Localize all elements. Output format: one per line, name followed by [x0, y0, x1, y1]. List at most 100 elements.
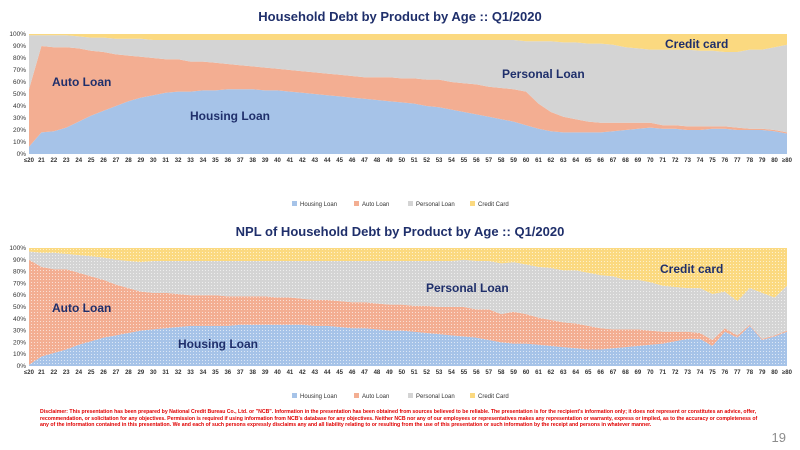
x-tick-label: 77	[734, 158, 741, 164]
y-tick-label: 30%	[13, 328, 26, 335]
y-tick-label: 10%	[13, 139, 26, 146]
x-tick-label: 36	[224, 370, 231, 376]
x-tick-label: 23	[63, 158, 70, 164]
chart1-title: Household Debt by Product by Age :: Q1/2…	[258, 9, 542, 24]
y-tick-label: 40%	[13, 103, 26, 110]
legend-label-auto-loan: Auto Loan	[362, 394, 389, 400]
annotation-credit-card: Credit card	[665, 37, 728, 51]
x-tick-label: 70	[647, 158, 654, 164]
x-tick-label: 42	[299, 158, 306, 164]
annotation-credit-card: Credit card	[660, 262, 723, 276]
x-tick-label: 32	[175, 158, 182, 164]
x-tick-label: 76	[722, 370, 729, 376]
x-tick-label: 52	[423, 370, 430, 376]
x-tick-label: 24	[75, 370, 82, 376]
x-tick-label: 66	[597, 370, 604, 376]
legend-label-credit-card: Credit Card	[478, 394, 509, 400]
y-tick-label: 60%	[13, 79, 26, 86]
x-tick-label: 80	[771, 158, 778, 164]
x-tick-label: 75	[709, 370, 716, 376]
x-tick-label: 69	[635, 158, 642, 164]
x-tick-label: 23	[63, 370, 70, 376]
x-tick-label: 26	[100, 158, 107, 164]
x-tick-label: 37	[237, 158, 244, 164]
x-tick-label: 47	[361, 370, 368, 376]
y-tick-label: 70%	[13, 280, 26, 287]
x-tick-label: 59	[510, 158, 517, 164]
x-tick-label: 21	[38, 370, 45, 376]
annotation-auto-loan: Auto Loan	[52, 75, 111, 89]
x-tick-label: 41	[287, 158, 294, 164]
x-tick-label: 52	[423, 158, 430, 164]
x-tick-label: 78	[746, 370, 753, 376]
x-tick-label: 28	[125, 158, 132, 164]
legend-label-housing-loan: Housing Loan	[300, 394, 337, 400]
x-tick-label: 49	[386, 370, 393, 376]
x-tick-label: ≤20	[24, 158, 35, 164]
y-tick-label: 100%	[9, 245, 26, 252]
legend-swatch-credit-card	[470, 201, 475, 206]
x-tick-label: 32	[175, 370, 182, 376]
y-tick-label: 0%	[17, 151, 27, 158]
x-tick-label: 34	[200, 370, 207, 376]
y-tick-label: 40%	[13, 316, 26, 323]
x-tick-label: 27	[113, 370, 120, 376]
x-tick-label: 40	[274, 370, 281, 376]
x-tick-label: 55	[461, 158, 468, 164]
page-number: 19	[771, 430, 786, 445]
x-tick-label: 53	[436, 158, 443, 164]
x-tick-label: 46	[349, 158, 356, 164]
x-tick-label: 29	[137, 158, 144, 164]
x-tick-label: 66	[597, 158, 604, 164]
x-tick-label: 31	[162, 158, 169, 164]
y-tick-label: 90%	[13, 257, 26, 264]
y-tick-label: 50%	[13, 304, 26, 311]
x-tick-label: 59	[510, 370, 517, 376]
x-tick-label: ≤20	[24, 370, 35, 376]
y-tick-label: 50%	[13, 91, 26, 98]
y-tick-label: 10%	[13, 351, 26, 358]
x-tick-label: 51	[411, 370, 418, 376]
x-tick-label: 58	[498, 370, 505, 376]
x-tick-label: 21	[38, 158, 45, 164]
x-tick-label: ≥80	[782, 370, 793, 376]
legend-swatch-housing-loan	[292, 393, 297, 398]
x-tick-label: 65	[585, 370, 592, 376]
x-tick-label: 45	[336, 370, 343, 376]
x-tick-label: 46	[349, 370, 356, 376]
x-tick-label: 50	[398, 370, 405, 376]
x-tick-label: 75	[709, 158, 716, 164]
x-tick-label: 62	[548, 158, 555, 164]
x-tick-label: 48	[374, 158, 381, 164]
y-tick-label: 20%	[13, 339, 26, 346]
x-tick-label: 71	[659, 370, 666, 376]
x-tick-label: 73	[684, 158, 691, 164]
x-tick-label: 38	[249, 158, 256, 164]
x-tick-label: 42	[299, 370, 306, 376]
x-tick-label: 57	[485, 158, 492, 164]
x-tick-label: 22	[51, 370, 58, 376]
legend-label-credit-card: Credit Card	[478, 202, 509, 208]
x-tick-label: 24	[75, 158, 82, 164]
y-tick-label: 80%	[13, 269, 26, 276]
x-tick-label: 37	[237, 370, 244, 376]
y-tick-label: 30%	[13, 115, 26, 122]
x-tick-label: 49	[386, 158, 393, 164]
x-tick-label: 57	[485, 370, 492, 376]
x-tick-label: 67	[610, 370, 617, 376]
x-tick-label: 67	[610, 158, 617, 164]
x-tick-label: 39	[262, 370, 269, 376]
legend-label-personal-loan: Personal Loan	[416, 202, 455, 208]
chart1-household-debt: 0% 10% 20% 30% 40% 50% 60% 70% 80% 90% 100% ≤20 21 22…	[9, 31, 792, 208]
x-tick-label: 65	[585, 158, 592, 164]
chart2-npl-household-debt: 0% 10% 20% 30% 40% 50% 60% 70% 80% 90% 100% ≤20 21 22…	[9, 245, 793, 400]
y-tick-label: 70%	[13, 67, 26, 74]
x-tick-label: 38	[249, 370, 256, 376]
x-tick-label: 79	[759, 158, 766, 164]
x-tick-label: 64	[572, 370, 579, 376]
x-tick-label: 68	[622, 158, 629, 164]
x-tick-label: 25	[88, 158, 95, 164]
x-tick-label: 64	[572, 158, 579, 164]
x-tick-label: 74	[697, 158, 704, 164]
x-tick-label: 29	[137, 370, 144, 376]
